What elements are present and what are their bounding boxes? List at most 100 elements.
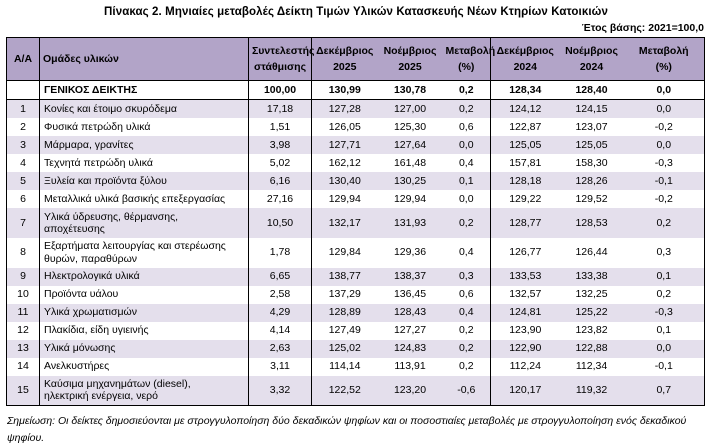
- index-december-2024: 125,05: [490, 136, 560, 154]
- row-number: 10: [17, 288, 29, 301]
- weighting-coefficient: 1,78: [248, 237, 312, 268]
- index-december-2024: 123,90: [490, 321, 560, 340]
- material-group-name: Υλικά ύδρευσης, θέρμανσης, αποχέτευσης: [39, 208, 249, 238]
- index-december-2025: 127,71: [311, 136, 378, 154]
- index-november-2024: 129,52: [575, 192, 608, 205]
- index-november-2024: 128,53: [559, 208, 624, 238]
- weighting-coefficient: 2,58: [248, 285, 312, 304]
- index-november-2024: 128,26: [559, 172, 624, 190]
- material-group-name: Εξαρτήματα λειτουργίας και στερέωσης θυρ…: [39, 237, 249, 268]
- column-header-change-2025: Μεταβολή (%): [442, 37, 495, 81]
- weighting-coefficient: 4,14: [248, 321, 312, 340]
- index-december-2025: 114,14: [311, 357, 378, 376]
- index-december-2024: 128,34: [490, 80, 560, 100]
- column-header-december-2025: Δεκέμβριος 2025: [311, 37, 378, 81]
- table-row: 8 Εξαρτήματα λειτουργίας και στερέωσης θυ…: [7, 237, 705, 268]
- index-november-2025: 113,91: [394, 360, 426, 373]
- index-december-2024: 122,87: [490, 118, 560, 136]
- table-row: 4 Τεχνητά πετρώδη υλικά 5,02 162,12 161,48 0,…: [7, 154, 705, 172]
- index-december-2024: 112,24: [490, 357, 560, 376]
- table-row: 1 Κονίες και έτοιμο σκυρόδεμα 17,18 127,28 1…: [6, 99, 705, 118]
- index-november-2025: 128,43: [377, 303, 443, 322]
- header-row: Α/Α Ομάδες υλικών Συντελεστής στάθμισης …: [6, 37, 705, 81]
- row-number: 4: [20, 156, 26, 169]
- index-december-2025: 138,77: [311, 267, 378, 286]
- weighting-coefficient: 2,63: [248, 339, 312, 358]
- index-november-2024: 124,15: [559, 99, 624, 118]
- monthly-change-2024: 0,3: [656, 246, 672, 259]
- column-header-november-2024: Νοέμβριος 2024: [559, 37, 624, 81]
- index-december-2025: 122,52: [311, 375, 378, 406]
- monthly-change-2024: -0,2: [654, 192, 673, 205]
- row-number: 2: [20, 120, 26, 133]
- row-number: 12: [17, 324, 29, 337]
- index-november-2025: 127,27: [393, 324, 427, 337]
- index-december-2025: 129,94: [311, 190, 378, 208]
- monthly-change-2024: 0,1: [623, 267, 705, 286]
- index-december-2025: 132,17: [311, 208, 378, 238]
- weighting-coefficient: 5,02: [248, 154, 312, 172]
- index-december-2025: 130,99: [311, 80, 378, 100]
- weighting-coefficient: 27,16: [248, 190, 312, 208]
- table-row: 3 Μάρμαρα, γρανίτες 3,98 127,71 127,64 0,0 125…: [6, 136, 705, 154]
- monthly-change-2025: 0,4: [458, 156, 474, 169]
- index-november-2025: 124,83: [377, 339, 443, 358]
- table-row: 10 Προϊόντα υάλου 2,58 137,29 136,45 0,6 132,5…: [7, 285, 705, 304]
- weighting-coefficient: 3,32: [248, 375, 312, 406]
- monthly-change-2025: -0,6: [442, 375, 491, 406]
- row-number: 8: [20, 246, 26, 259]
- weighting-coefficient: 6,65: [248, 267, 312, 286]
- monthly-change-2025: 0,0: [458, 192, 474, 205]
- index-november-2024: 128,40: [559, 80, 624, 100]
- table-row: 11 Υλικά χρωματισμών 4,29 128,89 128,43 0,4 12…: [6, 303, 705, 322]
- monthly-change-2024: 0,0: [623, 99, 705, 118]
- index-december-2025: 127,28: [311, 99, 378, 118]
- monthly-change-2024: -0,2: [654, 120, 673, 133]
- material-group-name: Ξυλεία και προϊόντα ξύλου: [39, 172, 249, 190]
- material-group-name: Υλικά μόνωσης: [39, 339, 249, 358]
- weighting-coefficient: 100,00: [248, 80, 312, 100]
- monthly-change-2024: 0,0: [623, 136, 705, 154]
- index-november-2024: 125,05: [559, 136, 624, 154]
- base-year-note: Έτος βάσης: 2021=100,0: [581, 22, 704, 34]
- table-row: 12 Πλακίδια, είδη υγιεινής 4,14 127,49 127,2…: [7, 321, 705, 340]
- index-november-2024: 126,44: [575, 246, 608, 259]
- material-group-name: Μάρμαρα, γρανίτες: [39, 136, 249, 154]
- monthly-change-2024: -0,3: [623, 303, 705, 322]
- row-number: [6, 80, 40, 100]
- monthly-change-2024: 0,0: [623, 339, 705, 358]
- monthly-change-2024: -0,3: [654, 156, 673, 169]
- monthly-change-2024: 0,2: [623, 208, 705, 238]
- index-november-2025: 138,37: [377, 267, 443, 286]
- index-december-2025: 130,40: [311, 172, 378, 190]
- table-row: 14 Ανελκυστήρες 3,11 114,14 113,91 0,2 112,24 1…: [7, 357, 705, 376]
- index-december-2025: 127,49: [311, 321, 378, 340]
- column-header-december-2024: Δεκέμβριος 2024: [490, 37, 560, 81]
- table-title: Πίνακας 2. Μηνιαίες μεταβολές Δείκτη Τιμ…: [104, 6, 608, 18]
- table-row: 7 Υλικά ύδρευσης, θέρμανσης, αποχέτευσης 1…: [6, 208, 705, 238]
- index-november-2025: 127,64: [377, 136, 443, 154]
- index-november-2024: 123,82: [575, 324, 608, 337]
- material-group-name: Πλακίδια, είδη υγιεινής: [39, 321, 249, 340]
- material-group-name: Κονίες και έτοιμο σκυρόδεμα: [39, 99, 249, 118]
- index-november-2025: 130,25: [377, 172, 443, 190]
- monthly-change-2024: 0,7: [623, 375, 705, 406]
- row-number: 9: [6, 267, 40, 286]
- index-november-2024: 123,07: [575, 120, 608, 133]
- material-group-name: Φυσικά πετρώδη υλικά: [39, 118, 249, 136]
- weighting-coefficient: 1,51: [248, 118, 312, 136]
- monthly-change-2024: 0,1: [656, 324, 672, 337]
- index-november-2025: 125,30: [393, 120, 427, 133]
- index-november-2024: 132,25: [575, 288, 608, 301]
- index-december-2024: 128,18: [490, 172, 560, 190]
- column-header-weighting: Συντελεστής στάθμισης: [248, 37, 315, 81]
- index-december-2024: 133,53: [490, 267, 560, 286]
- index-november-2025: 130,78: [377, 80, 443, 100]
- index-november-2025: 129,36: [393, 246, 427, 259]
- index-december-2024: 120,17: [490, 375, 560, 406]
- weighting-coefficient: 3,11: [248, 357, 312, 376]
- monthly-change-2025: 0,6: [458, 288, 474, 301]
- table-row: 2 Φυσικά πετρώδη υλικά 1,51 126,05 125,30 0,6…: [7, 118, 705, 136]
- material-group-name: Μεταλλικά υλικά βασικής επεξεργασίας: [39, 190, 249, 208]
- table-header: Α/Α Ομάδες υλικών Συντελεστής στάθμισης …: [6, 37, 705, 81]
